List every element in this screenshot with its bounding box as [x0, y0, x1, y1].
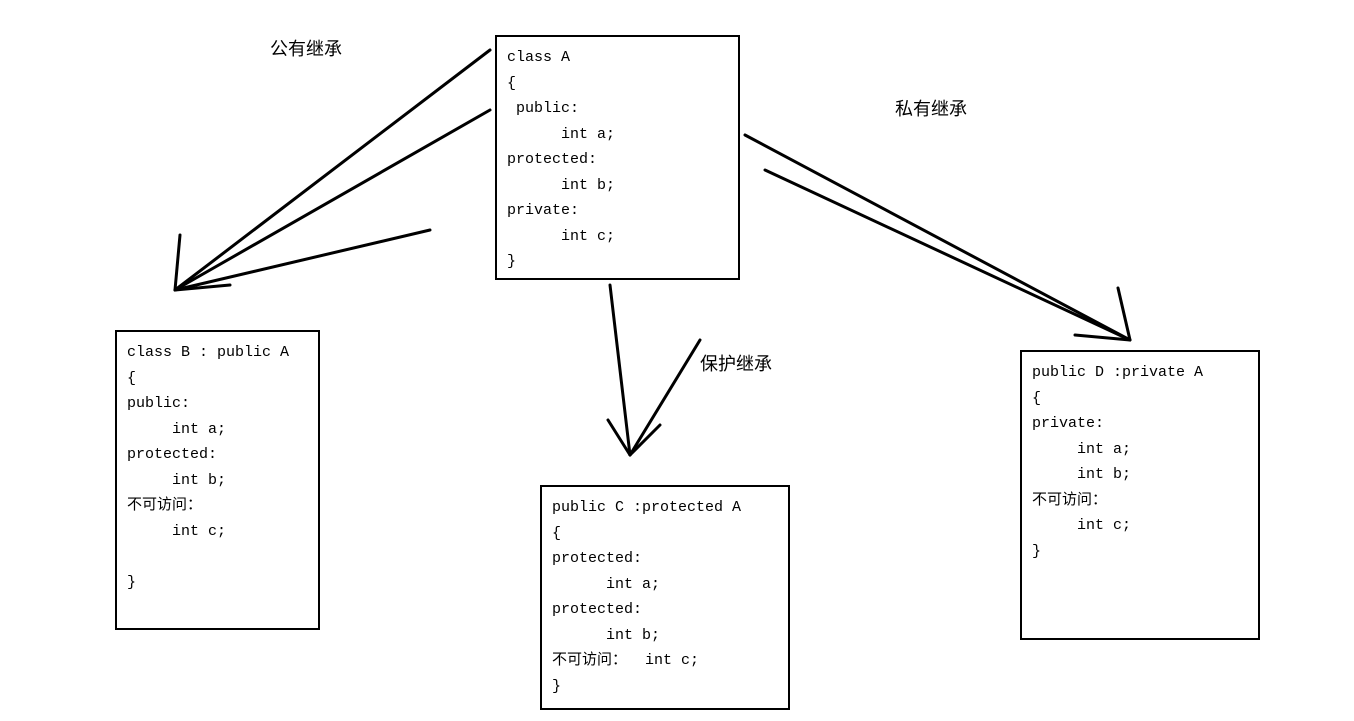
arrow-to-B [175, 50, 490, 290]
class-C-box: public C :protected A { protected: int a… [540, 485, 790, 710]
arrow-to-D [745, 135, 1130, 340]
class-D-box: public D :private A { private: int a; in… [1020, 350, 1260, 640]
label-protected-inherit: 保护继承 [700, 350, 772, 376]
label-private-inherit: 私有继承 [895, 95, 967, 121]
class-A-box: class A { public: int a; protected: int … [495, 35, 740, 280]
label-public-inherit: 公有继承 [270, 35, 342, 61]
arrow-to-C [608, 285, 700, 455]
class-B-box: class B : public A { public: int a; prot… [115, 330, 320, 630]
